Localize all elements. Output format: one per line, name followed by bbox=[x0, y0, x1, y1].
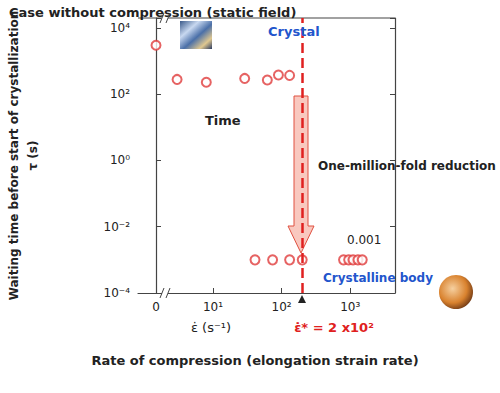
svg-text:10⁻⁴: 10⁻⁴ bbox=[104, 286, 131, 300]
svg-text:τ (s): τ (s) bbox=[26, 141, 40, 171]
svg-text:10⁰: 10⁰ bbox=[110, 153, 130, 167]
svg-text:10²: 10² bbox=[110, 87, 130, 101]
svg-text:Time: Time bbox=[205, 113, 241, 128]
svg-text:10¹: 10¹ bbox=[203, 300, 223, 314]
svg-text:Waiting time before start of c: Waiting time before start of crystalliza… bbox=[7, 11, 21, 301]
svg-text:Rate of compression (elongatio: Rate of compression (elongation strain r… bbox=[91, 353, 418, 368]
svg-text:One-million-fold reduction: One-million-fold reduction bbox=[318, 159, 496, 173]
svg-text:ε̇* = 2 x10²: ε̇* = 2 x10² bbox=[294, 320, 374, 335]
svg-text:Case without compression (stat: Case without compression (static field) bbox=[9, 5, 296, 20]
svg-text:10⁴: 10⁴ bbox=[110, 21, 130, 35]
svg-text:Crystal: Crystal bbox=[268, 24, 320, 39]
svg-text:10²: 10² bbox=[272, 300, 292, 314]
svg-text:0.001: 0.001 bbox=[347, 233, 381, 247]
svg-text:0: 0 bbox=[152, 300, 160, 314]
svg-text:10³: 10³ bbox=[340, 300, 360, 314]
svg-text:Crystalline body: Crystalline body bbox=[323, 271, 433, 285]
svg-text:ε̇ (s⁻¹): ε̇ (s⁻¹) bbox=[191, 320, 231, 335]
svg-text:10⁻²: 10⁻² bbox=[104, 220, 131, 234]
